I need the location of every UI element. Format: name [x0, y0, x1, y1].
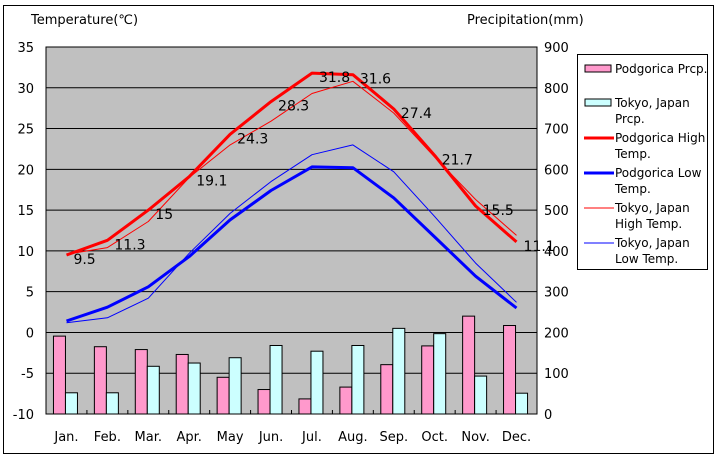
bar-tokyo-prcp [146, 365, 160, 415]
left-tick-label: 30 [17, 82, 34, 97]
x-tick-label: Aug. [338, 430, 368, 445]
x-tick-label: Jun. [258, 430, 283, 445]
legend-swatch-pink-bar [584, 64, 612, 73]
data-label: 24.3 [237, 131, 268, 147]
data-label: 19.1 [196, 174, 227, 190]
x-tick-label: Nov. [461, 430, 490, 445]
bar-podgorica-prcp [380, 364, 394, 415]
data-label: 28.3 [278, 99, 309, 115]
x-tick-label: Oct. [421, 430, 448, 445]
bar-podgorica-prcp [339, 386, 353, 415]
left-tick-label: 10 [17, 245, 34, 260]
legend-label: Podgorica Prcp. [615, 62, 708, 76]
right-tick-label: 500 [544, 204, 569, 219]
x-tick-label: Mar. [135, 430, 162, 445]
bar-tokyo-prcp [351, 344, 365, 415]
legend-label: Tokyo, Japan High Temp. [615, 201, 690, 231]
bar-podgorica-prcp [298, 398, 312, 415]
line-tokyo-japan-low-temp [66, 144, 517, 324]
legend-swatch-thin-red-line [584, 207, 614, 209]
x-tick-label: Apr. [176, 430, 201, 445]
bar-podgorica-prcp [257, 389, 271, 415]
left-tick-label: -5 [21, 367, 34, 382]
right-tick-label: 100 [544, 367, 569, 382]
x-tick-label: May [217, 430, 244, 445]
bar-podgorica-prcp [134, 349, 148, 415]
data-label: 27.4 [401, 106, 432, 122]
bar-tokyo-prcp [105, 392, 119, 415]
right-tick-label: 900 [544, 41, 569, 56]
bar-tokyo-prcp [269, 344, 283, 415]
bar-podgorica-prcp [175, 353, 189, 415]
left-tick-label: 15 [17, 204, 34, 219]
bar-tokyo-prcp [64, 392, 78, 415]
right-axis-title: Precipitation(mm) [467, 13, 584, 28]
data-label: 11.1 [524, 239, 555, 255]
left-axis-title: Temperature(℃) [31, 13, 139, 28]
left-tick-label: -10 [13, 408, 34, 423]
bar-podgorica-prcp [93, 346, 107, 415]
right-tick-label: 700 [544, 123, 569, 138]
legend-label: Podgorica Low Temp. [615, 166, 702, 196]
x-tick-label: Sep. [379, 430, 408, 445]
left-tick-label: 25 [17, 123, 34, 138]
data-label: 9.5 [73, 252, 95, 268]
bar-tokyo-prcp [228, 357, 242, 415]
data-label: 31.8 [319, 70, 350, 86]
data-label: 15.5 [483, 203, 514, 219]
right-tick-label: 300 [544, 286, 569, 301]
left-tick-label: 0 [26, 326, 34, 341]
left-tick-label: 5 [26, 286, 34, 301]
right-tick-label: 600 [544, 163, 569, 178]
legend-label: Tokyo, Japan Prcp. [615, 96, 690, 126]
bar-podgorica-prcp [421, 345, 435, 415]
x-tick-label: Feb. [94, 430, 121, 445]
bar-podgorica-prcp [503, 325, 517, 415]
right-tick-label: 400 [544, 245, 569, 260]
plot-area [45, 46, 538, 415]
bar-tokyo-prcp [310, 350, 324, 415]
bar-tokyo-prcp [433, 333, 447, 415]
bar-podgorica-prcp [216, 376, 230, 415]
bar-tokyo-prcp [187, 362, 201, 415]
x-tick-label: Jan. [53, 430, 78, 445]
legend-label: Tokyo, Japan Low Temp. [615, 236, 690, 266]
legend-label: Podgorica High Temp. [615, 131, 706, 161]
bar-tokyo-prcp [515, 392, 529, 415]
legend-swatch-thick-blue-line [584, 171, 614, 175]
line-podgorica-high-temp [65, 71, 518, 257]
bar-tokyo-prcp [474, 375, 488, 415]
legend: Podgorica Prcp. Tokyo, Japan Prcp. Podgo… [577, 54, 708, 270]
bar-tokyo-prcp [392, 327, 406, 415]
chart-frame [3, 5, 714, 454]
data-label: 21.7 [442, 152, 473, 168]
line-podgorica-low-temp [66, 165, 518, 323]
bar-podgorica-prcp [52, 335, 66, 415]
data-label: 11.3 [114, 237, 145, 253]
right-tick-label: 0 [544, 408, 552, 423]
left-tick-label: 20 [17, 163, 34, 178]
legend-swatch-thick-red-line [584, 136, 614, 140]
data-label: 15 [155, 207, 173, 223]
right-tick-label: 800 [544, 82, 569, 97]
x-tick-label: Dec. [502, 430, 531, 445]
right-tick-label: 200 [544, 326, 569, 341]
legend-swatch-thin-blue-line [584, 242, 614, 244]
legend-swatch-cyan-bar [584, 98, 612, 107]
x-tick-label: Jul. [301, 430, 322, 445]
bar-podgorica-prcp [462, 315, 476, 415]
data-label: 31.6 [360, 72, 391, 88]
left-tick-label: 35 [17, 41, 34, 56]
